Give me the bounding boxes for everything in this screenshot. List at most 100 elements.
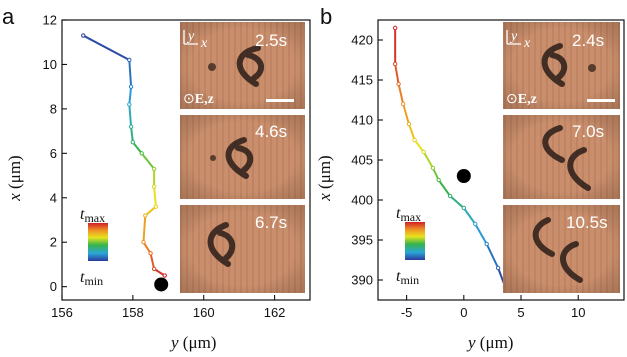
trajectory-point — [495, 265, 501, 271]
trajectory-segment — [149, 252, 156, 270]
panel-a-xtick-label: 156 — [51, 305, 73, 320]
trajectory-point — [406, 121, 412, 127]
panel-a-xtick-label: 158 — [122, 305, 144, 320]
trajectory-segment — [130, 125, 134, 144]
svg-text:y (μm): y (μm) — [466, 333, 513, 352]
inset-a3-time: 6.7s — [255, 213, 287, 232]
trajectory-point — [461, 205, 467, 211]
panel-a-marker — [154, 277, 169, 292]
trajectory-segment — [485, 243, 500, 269]
panel-b-ytick-label: 405 — [351, 153, 373, 168]
trajectory-segment — [407, 123, 416, 141]
panel-a-inset-2: 4.6s — [180, 115, 305, 199]
panel-b-xtick-label: 10 — [571, 305, 585, 320]
trajectory-point — [127, 102, 132, 107]
inset-b1-field: ⊙E,z — [506, 92, 537, 107]
panel-b-xlabel: y (μm) — [466, 333, 513, 352]
panel-a-plot-frame — [61, 19, 311, 301]
panel-a-colorbar-tmax: tmax — [80, 206, 105, 225]
inset-a1-time: 2.5s — [255, 31, 287, 50]
panel-b-colorbar: tmax tmin — [396, 205, 425, 287]
trajectory-segment — [142, 214, 147, 244]
svg-text:y: y — [509, 29, 518, 44]
trajectory-point — [162, 273, 167, 278]
trajectory-segment — [144, 205, 157, 217]
trajectory-point — [143, 213, 148, 218]
panel-a-colorbar-gradient — [88, 223, 108, 261]
panel-b-ticks: -5 0 5 10 390 395 400 405 410 415 420 — [351, 33, 585, 321]
panel-b-colorbar-tmin: tmin — [396, 268, 419, 287]
trajectory-segment — [153, 185, 157, 208]
trajectory-point — [151, 184, 157, 189]
panel-a-ytick-label: 4 — [50, 190, 57, 205]
trajectory-point — [139, 151, 144, 156]
trajectory-segment — [437, 179, 452, 197]
svg-text:x: x — [523, 36, 531, 51]
panel-b-ytick-label: 395 — [351, 233, 373, 248]
panel-a-trajectory — [81, 33, 167, 278]
trajectory-segment — [82, 34, 131, 61]
panel-a-ylabel: x (μm) — [5, 155, 24, 201]
trajectory-point — [400, 101, 406, 107]
trajectory-point — [151, 166, 157, 172]
trajectory-segment — [128, 85, 133, 106]
svg-text:x: x — [200, 36, 208, 51]
trajectory-point — [436, 177, 441, 183]
trajectory-point — [130, 140, 136, 145]
panel-b-inset-1: 2.4s y x ⊙E,z — [503, 22, 620, 109]
panel-a-xtick-label: 162 — [264, 305, 286, 320]
trajectory-segment — [128, 103, 133, 128]
panel-b-colorbar-gradient — [405, 222, 425, 260]
trajectory-segment — [474, 223, 488, 245]
panel-a-ytick-label: 0 — [50, 279, 57, 294]
panel-b-ytick-label: 410 — [351, 113, 373, 128]
panel-a-label: a — [2, 4, 15, 29]
panel-b-xtick-label: 5 — [517, 305, 524, 320]
panel-a-ytick-label: 6 — [50, 146, 57, 161]
panel-a-ytick-label: 12 — [43, 13, 57, 28]
panel-b-ytick-label: 415 — [351, 73, 373, 88]
panel-a-ytick-label: 8 — [50, 101, 57, 116]
panel-a-inset-1: 2.5s y x ⊙E,z — [180, 22, 305, 109]
panel-b-xtick-label: 0 — [460, 305, 467, 320]
trajectory-point — [484, 241, 489, 247]
inset-b1-scalebar — [587, 99, 615, 102]
panel-b-label: b — [320, 4, 332, 29]
inset-b1-time: 2.4s — [572, 31, 604, 50]
trajectory-point — [412, 137, 417, 143]
panel-b-ytick-label: 420 — [351, 33, 373, 48]
inset-b2-time: 7.0s — [572, 122, 604, 141]
panel-a-xtick-label: 160 — [193, 305, 215, 320]
trajectory-segment — [413, 139, 425, 153]
trajectory-point — [421, 149, 426, 155]
panel-b-inset-3: 10.5s — [503, 205, 620, 293]
inset-b1-axes: y x — [506, 29, 531, 51]
trajectory-point — [141, 240, 146, 245]
trajectory-point — [128, 84, 134, 89]
trajectory-point — [392, 61, 398, 67]
panel-b-trajectory — [392, 25, 508, 289]
trajectory-point — [473, 221, 478, 227]
trajectory-point — [392, 25, 398, 31]
panel-b-marker — [456, 169, 471, 183]
inset-a2-time: 4.6s — [255, 122, 287, 141]
panel-b-inset-2: 7.0s — [503, 115, 620, 199]
trajectory-point — [153, 204, 159, 209]
panel-a-xlabel: y (μm) — [169, 333, 216, 352]
trajectory-segment — [394, 63, 400, 85]
panel-b-ytick-label: 390 — [351, 273, 373, 288]
inset-a1-scalebar — [266, 99, 294, 102]
panel-a-inset-3: 6.7s — [180, 205, 305, 293]
panel-b-ylabel: x (μm) — [315, 155, 334, 201]
panel-a-colorbar: tmax tmin — [80, 206, 108, 288]
trajectory-segment — [402, 103, 410, 125]
panel-a-colorbar-tmin: tmin — [80, 269, 103, 288]
trajectory-point — [396, 81, 401, 87]
trajectory-segment — [449, 195, 465, 209]
trajectory-segment — [462, 207, 477, 225]
trajectory-segment — [431, 167, 440, 181]
trajectory-segment — [131, 141, 143, 155]
panel-a-ytick-label: 10 — [43, 57, 57, 72]
